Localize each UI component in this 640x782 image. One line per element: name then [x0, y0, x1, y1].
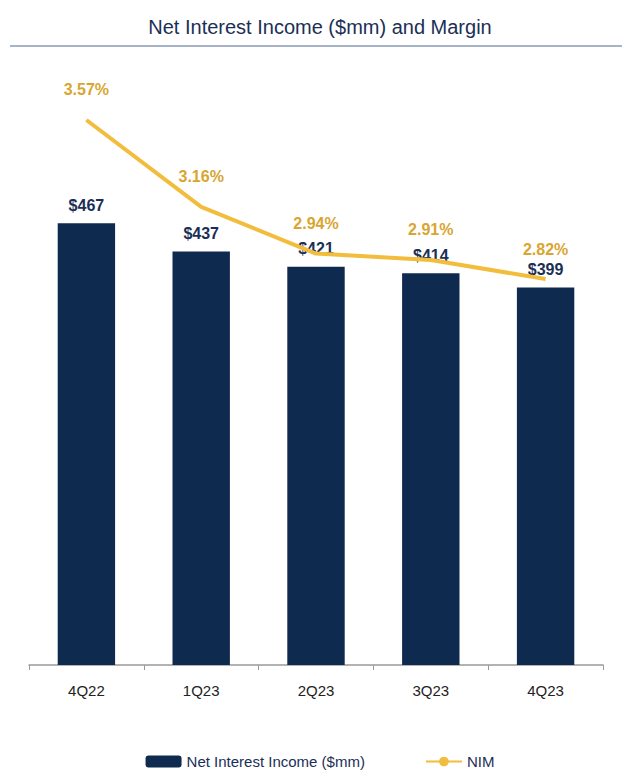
svg-text:2.94%: 2.94% [293, 215, 338, 232]
svg-text:$437: $437 [183, 225, 219, 242]
svg-text:1Q23: 1Q23 [183, 682, 220, 699]
svg-text:Net Interest Income ($mm) and: Net Interest Income ($mm) and Margin [148, 16, 491, 38]
svg-text:4Q23: 4Q23 [527, 682, 564, 699]
svg-text:NIM: NIM [467, 753, 495, 770]
svg-text:Net Interest Income ($mm): Net Interest Income ($mm) [187, 753, 365, 770]
svg-text:2.91%: 2.91% [408, 221, 453, 238]
svg-text:$414: $414 [413, 246, 449, 264]
svg-text:$421: $421 [298, 240, 334, 258]
svg-text:3Q23: 3Q23 [412, 682, 449, 699]
svg-text:2Q23: 2Q23 [298, 682, 335, 699]
svg-text:3.16%: 3.16% [179, 168, 224, 185]
svg-text:3.57%: 3.57% [64, 81, 109, 98]
svg-text:4Q22: 4Q22 [68, 682, 105, 699]
svg-text:$399: $399 [527, 261, 564, 278]
svg-text:$467: $467 [69, 197, 105, 214]
svg-text:2.82%: 2.82% [523, 241, 568, 258]
